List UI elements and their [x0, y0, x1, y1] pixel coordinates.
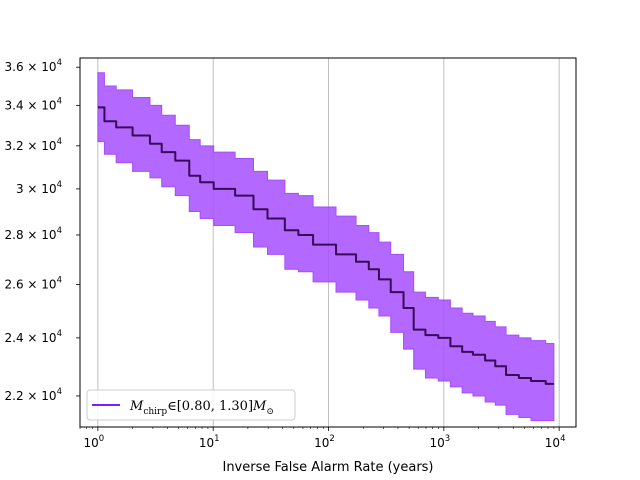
- y-tick-label-1: 2.4 × 104: [5, 329, 62, 345]
- y-axis-ticks: 2.2 × 104 2.4 × 104 2.6 × 104 2.8 × 104 3 × …: [5, 58, 80, 403]
- y-tick-label-7: 3.6 × 104: [5, 58, 62, 74]
- y-tick-label-5: 3.2 × 104: [5, 137, 62, 153]
- plot-frame: [79, 57, 577, 428]
- legend-box: [86, 389, 296, 421]
- y-tick-label-6: 3.4 × 104: [5, 96, 62, 112]
- x-axis-ticks: 100 101 102 103 104: [79, 427, 565, 450]
- confidence-band-layer: [97, 72, 555, 422]
- y-tick-label-2: 2.6 × 104: [5, 275, 62, 291]
- x-axis-label: Inverse False Alarm Rate (years): [222, 460, 433, 475]
- legend-label: Mchirp∈[0.80, 1.30]M⊙: [129, 399, 274, 417]
- legend: Mchirp∈[0.80, 1.30]M⊙: [86, 389, 296, 421]
- series-line-layer: [97, 106, 554, 385]
- y-tick-label-4: 3 × 104: [16, 180, 62, 196]
- y-tick-label-0: 2.2 × 104: [5, 387, 62, 403]
- confidence-band: [97, 72, 555, 422]
- median-line: [97, 106, 554, 385]
- y-tick-label-3: 2.8 × 104: [5, 226, 62, 242]
